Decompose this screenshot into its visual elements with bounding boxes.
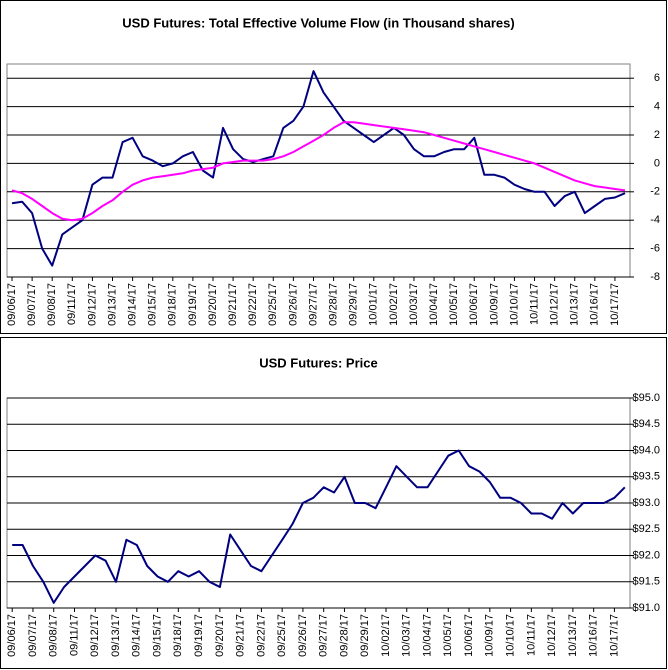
x-tick-label: 10/10/17 (504, 614, 516, 657)
y-tick-label: $93.0 (632, 497, 660, 509)
x-tick-label: 09/25/17 (276, 614, 288, 657)
line-series (11, 121, 626, 222)
y-tick-label: -6 (650, 243, 660, 255)
x-tick-label: 09/15/17 (151, 614, 163, 657)
x-tick-label: 09/19/17 (193, 614, 205, 657)
x-tick-label: 09/19/17 (187, 283, 199, 326)
x-tick-label: 10/02/17 (388, 283, 400, 326)
x-tick-label: 09/08/17 (46, 283, 58, 326)
x-tick-label: 10/05/17 (442, 614, 454, 657)
x-tick-label: 10/05/17 (448, 283, 460, 326)
x-tick-label: 10/06/17 (468, 283, 480, 326)
y-tick-label: -2 (650, 186, 660, 198)
x-tick-label: 09/06/17 (6, 614, 18, 657)
y-tick-label: $92.5 (632, 523, 660, 535)
x-tick-label: 09/07/17 (27, 614, 39, 657)
x-tick-label: 10/03/17 (401, 614, 413, 657)
x-tick-label: 10/11/17 (525, 614, 537, 656)
x-tick-label: 09/27/17 (307, 283, 319, 326)
chart-title: USD Futures: Total Effective Volume Flow… (122, 15, 514, 30)
x-tick-label: 09/26/17 (287, 283, 299, 326)
y-tick-label: 6 (654, 72, 660, 84)
y-tick-label: 4 (654, 101, 660, 113)
x-tick-label: 09/22/17 (255, 614, 267, 657)
x-tick-label: 09/20/17 (214, 614, 226, 657)
x-tick-label: 10/02/17 (380, 614, 392, 657)
y-tick-label: $94.5 (632, 418, 660, 430)
x-tick-label: 10/12/17 (549, 283, 561, 326)
y-tick-label: $95.0 (632, 392, 660, 404)
x-tick-label: 09/29/17 (348, 283, 360, 326)
x-tick-label: 09/21/17 (227, 283, 239, 326)
x-tick-label: 09/08/17 (48, 614, 60, 657)
x-tick-label: 09/29/17 (359, 614, 371, 657)
x-tick-label: 10/10/17 (508, 283, 520, 326)
x-tick-label: 09/21/17 (235, 614, 247, 657)
x-tick-label: 10/01/17 (368, 283, 380, 326)
y-tick-label: $93.5 (632, 471, 660, 483)
x-tick-label: 09/27/17 (318, 614, 330, 657)
x-tick-label: 10/16/17 (588, 614, 600, 657)
x-tick-label: 09/06/17 (6, 283, 18, 326)
y-tick-label: $92.0 (632, 549, 660, 561)
y-tick-label: $91.5 (632, 576, 660, 588)
x-tick-label: 10/12/17 (546, 614, 558, 657)
line-series (11, 70, 626, 267)
x-tick-label: 10/17/17 (609, 283, 621, 326)
x-tick-label: 09/20/17 (207, 283, 219, 326)
x-tick-label: 09/07/17 (26, 283, 38, 326)
x-tick-label: 09/18/17 (167, 283, 179, 326)
chart-title: USD Futures: Price (259, 355, 377, 370)
x-tick-label: 09/28/17 (327, 283, 339, 326)
x-tick-label: 10/11/17 (528, 283, 540, 325)
x-tick-label: 10/06/17 (463, 614, 475, 657)
x-tick-label: 10/09/17 (488, 283, 500, 326)
x-tick-label: 10/17/17 (608, 614, 620, 657)
x-tick-label: 10/16/17 (589, 283, 601, 326)
x-tick-label: 09/11/17 (66, 283, 78, 325)
x-tick-label: 09/18/17 (172, 614, 184, 657)
x-tick-label: 09/22/17 (247, 283, 259, 326)
x-tick-label: 09/13/17 (110, 614, 122, 657)
x-tick-label: 10/03/17 (408, 283, 420, 326)
x-tick-label: 09/12/17 (89, 614, 101, 657)
x-tick-label: 09/13/17 (106, 283, 118, 326)
y-tick-label: -4 (650, 214, 660, 226)
x-tick-label: 10/04/17 (421, 614, 433, 657)
y-tick-label: $91.0 (632, 602, 660, 614)
x-tick-label: 09/25/17 (267, 283, 279, 326)
line-series (12, 449, 626, 604)
x-tick-label: 09/26/17 (297, 614, 309, 657)
x-tick-label: 09/12/17 (86, 283, 98, 326)
y-tick-label: $94.0 (632, 444, 660, 456)
x-tick-label: 09/15/17 (147, 283, 159, 326)
x-tick-label: 09/14/17 (127, 283, 139, 326)
x-tick-label: 10/04/17 (428, 283, 440, 326)
y-tick-label: -8 (650, 271, 660, 283)
x-tick-label: 09/11/17 (68, 614, 80, 656)
y-tick-label: 2 (654, 129, 660, 141)
x-tick-label: 10/13/17 (569, 283, 581, 326)
x-tick-label: 09/14/17 (131, 614, 143, 657)
x-tick-label: 10/13/17 (567, 614, 579, 657)
x-tick-label: 10/09/17 (484, 614, 496, 657)
x-tick-label: 09/28/17 (338, 614, 350, 657)
y-tick-label: 0 (654, 157, 660, 169)
